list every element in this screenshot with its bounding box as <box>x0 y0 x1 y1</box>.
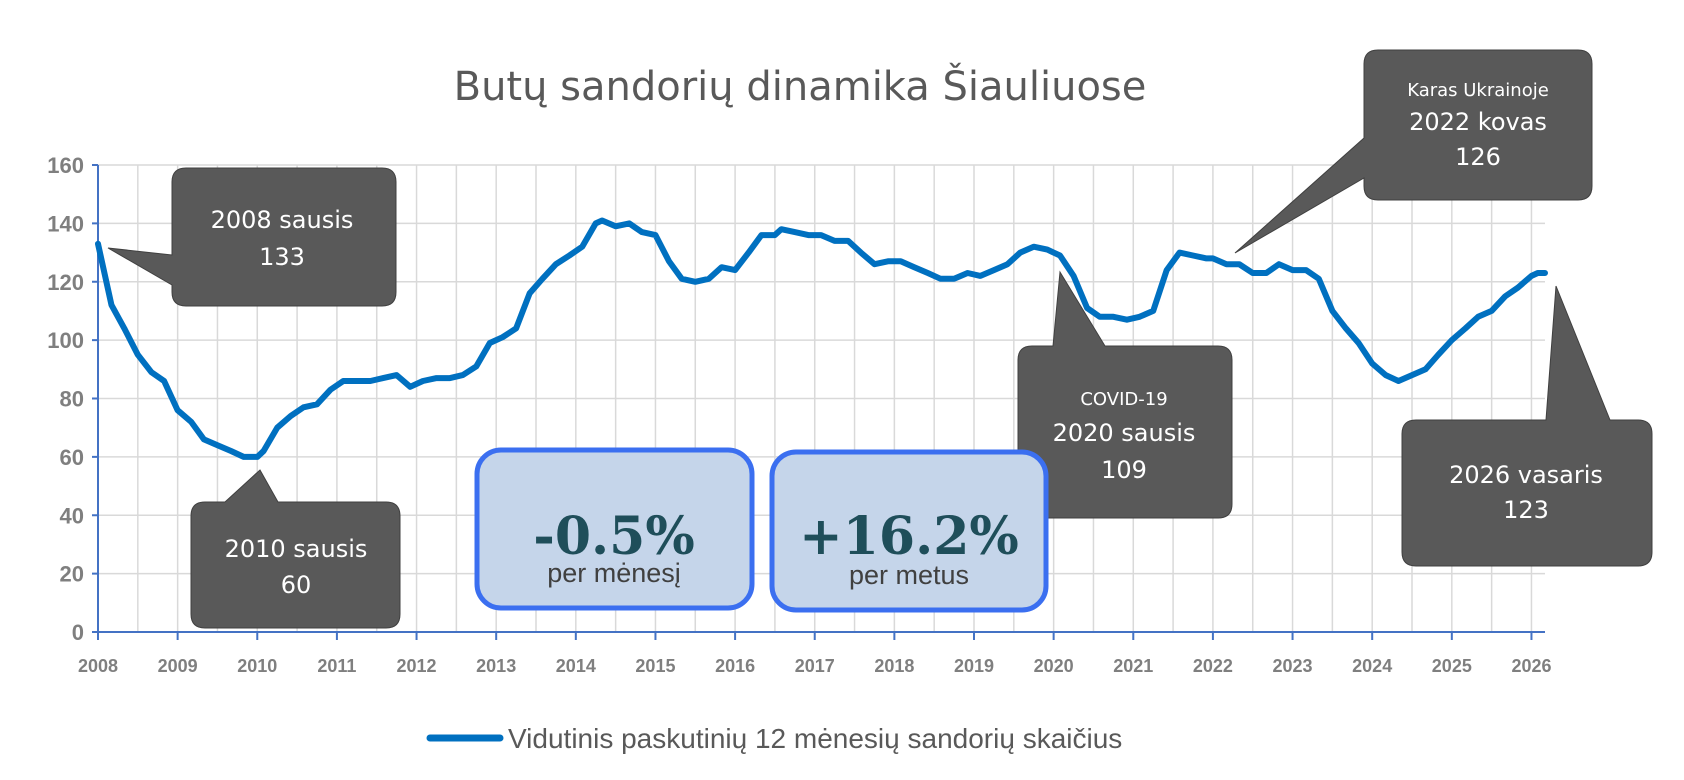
x-tick-label: 2026 <box>1511 656 1551 676</box>
y-tick-label: 120 <box>47 270 84 295</box>
kpi-yearly-label: per metus <box>849 560 969 590</box>
callout-2008-value: 133 <box>259 243 305 271</box>
x-tick-label: 2012 <box>397 656 437 676</box>
x-tick-label: 2014 <box>556 656 596 676</box>
kpi-yearly-value: +16.2% <box>799 506 1019 567</box>
callout-covid-title: COVID-19 <box>1080 389 1167 410</box>
callout-2010-date: 2010 sausis <box>225 535 368 563</box>
callout-ukraine-value: 126 <box>1455 143 1501 171</box>
x-tick-label: 2019 <box>954 656 994 676</box>
x-tick-label: 2018 <box>874 656 914 676</box>
x-tick-label: 2008 <box>78 656 118 676</box>
x-tick-label: 2024 <box>1352 656 1392 676</box>
x-tick-label: 2016 <box>715 656 755 676</box>
series-line <box>95 217 1548 460</box>
x-tick-label: 2010 <box>237 656 277 676</box>
callout-covid-value: 109 <box>1101 456 1147 484</box>
y-tick-label: 40 <box>60 503 84 528</box>
callout-2010-jan: 2010 sausis 60 <box>190 469 401 629</box>
y-tick-label: 160 <box>47 153 84 178</box>
callout-ukraine-title: Karas Ukrainoje <box>1407 80 1549 101</box>
callout-2026-value: 123 <box>1503 496 1549 524</box>
y-tick-label: 0 <box>72 620 84 645</box>
kpi-yearly: +16.2% per metus <box>769 449 1049 613</box>
callout-2026-date: 2026 vasaris <box>1449 461 1603 489</box>
callout-covid: COVID-19 2020 sausis 109 <box>1017 270 1233 519</box>
callout-2008-jan: 2008 sausis 133 <box>107 167 397 307</box>
legend-label: Vidutinis paskutinių 12 mėnesių sandorių… <box>508 723 1122 754</box>
x-tick-label: 2021 <box>1113 656 1153 676</box>
x-tick-label: 2013 <box>476 656 516 676</box>
x-tick-label: 2023 <box>1273 656 1313 676</box>
x-axis-ticks: 2008 2009 2010 2011 2012 2013 2014 2015 2016 2017… <box>78 632 1551 676</box>
y-tick-label: 20 <box>60 562 84 587</box>
kpi-monthly-label: per mėnesį <box>547 558 681 588</box>
x-tick-label: 2009 <box>158 656 198 676</box>
x-tick-label: 2022 <box>1193 656 1233 676</box>
x-tick-label: 2020 <box>1034 656 1074 676</box>
callout-2026-feb: 2026 vasaris 123 <box>1401 285 1653 567</box>
y-tick-label: 60 <box>60 445 84 470</box>
x-tick-label: 2017 <box>795 656 835 676</box>
x-tick-label: 2011 <box>317 656 356 676</box>
x-tick-label: 2025 <box>1432 656 1472 676</box>
y-tick-label: 80 <box>60 387 84 412</box>
kpi-monthly: -0.5% per mėnesį <box>474 447 755 611</box>
x-tick-label: 2015 <box>635 656 675 676</box>
legend: Vidutinis paskutinių 12 mėnesių sandorių… <box>426 723 1122 754</box>
callout-covid-date: 2020 sausis <box>1053 419 1196 447</box>
y-tick-label: 100 <box>47 328 84 353</box>
chart-title: Butų sandorių dinamika Šiauliuose <box>454 62 1147 110</box>
series-line-group <box>95 217 1548 460</box>
callout-ukraine-date: 2022 kovas <box>1409 108 1547 136</box>
callout-2008-date: 2008 sausis <box>211 206 354 234</box>
callout-2010-value: 60 <box>281 571 312 599</box>
y-tick-label: 140 <box>47 211 84 236</box>
kpi-monthly-value: -0.5% <box>533 506 694 567</box>
callout-ukraine-war: Karas Ukrainoje 2022 kovas 126 <box>1234 49 1593 254</box>
y-axis-ticks: 0 20 40 60 80 100 120 140 160 <box>47 153 98 645</box>
